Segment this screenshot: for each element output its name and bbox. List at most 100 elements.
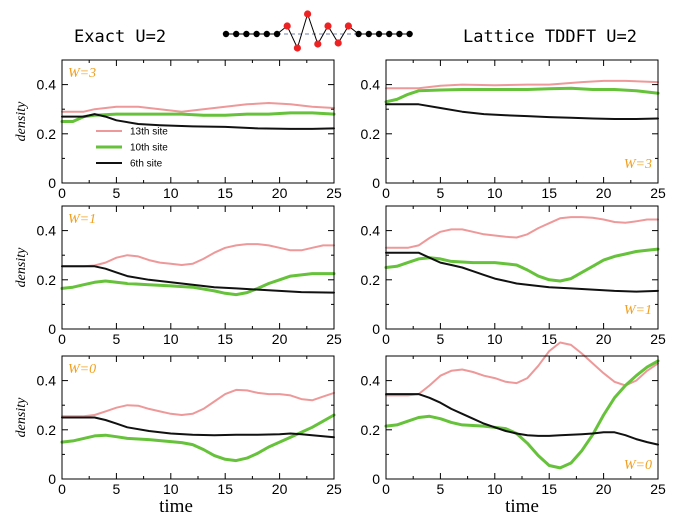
chain-site-black — [386, 30, 393, 38]
y-tick-label: 0.4 — [361, 373, 381, 389]
x-tick-label: 25 — [326, 185, 342, 201]
chain-site-red — [344, 22, 352, 30]
y-tick-label: 0.2 — [37, 422, 57, 438]
series-line-13th-tddft-W0 — [385, 341, 659, 397]
panel-tddft-W1: 0 5 10 15 20 25 0 0.2 0.4 W=1 — [361, 205, 666, 347]
panel-tag: W=1 — [68, 212, 96, 227]
x-tick-label: 5 — [113, 481, 121, 497]
x-tick-label: 25 — [326, 331, 342, 347]
x-tick-label: 5 — [113, 331, 121, 347]
x-tick-label: 15 — [541, 481, 557, 497]
series-line-6th-tddft-W3 — [385, 103, 659, 120]
series-line-6th-exact-W3 — [61, 113, 335, 130]
chain-site-black — [355, 30, 362, 38]
x-tick-label: 25 — [326, 481, 342, 497]
panel-tddft-W3: 0 5 10 15 20 25 0 0.2 0.4 W=3 — [361, 59, 666, 201]
panel-tag: W=0 — [68, 362, 96, 377]
y-tick-label: 0.2 — [361, 126, 381, 142]
chain-site-black — [253, 30, 260, 38]
chain-site-black — [243, 30, 250, 38]
x-tick-label: 20 — [596, 185, 612, 201]
legend: 13th site 10th site 6th site — [96, 127, 168, 170]
x-axis-label-left: time — [159, 496, 193, 517]
x-tick-label: 10 — [163, 331, 179, 347]
chain-site-black — [375, 30, 383, 38]
y-axis-label: density — [14, 247, 29, 287]
chain-site-black — [365, 30, 372, 38]
y-tick-label: 0.2 — [37, 272, 57, 288]
y-tick-label: 0.4 — [361, 77, 381, 93]
legend-label-13th: 13th site — [130, 127, 168, 138]
chain-site-black — [233, 30, 240, 38]
y-tick-label: 0.2 — [37, 126, 57, 142]
series-line-13th-exact-W3 — [61, 102, 335, 113]
y-tick-label: 0 — [48, 175, 56, 191]
series-line-13th-tddft-W3 — [385, 79, 659, 90]
right-title: Lattice TDDFT U=2 — [463, 27, 637, 47]
panel-exact-W0: 0 5 10 15 20 25 0 0.2 0.4 W=0 density — [14, 355, 342, 497]
x-tick-label: 25 — [650, 185, 666, 201]
panel-tag: W=3 — [624, 157, 652, 172]
panel-exact-W3: 0 5 10 15 20 25 0 0.2 0.4 W=3 density — [14, 59, 342, 201]
y-tick-label: 0 — [48, 321, 56, 337]
y-tick-label: 0.4 — [37, 223, 57, 239]
chain-site-red — [334, 39, 342, 47]
chain-site-red — [283, 22, 291, 30]
x-tick-label: 25 — [650, 481, 666, 497]
chain-icon — [222, 10, 413, 52]
x-tick-label: 20 — [596, 331, 612, 347]
x-tick-label: 15 — [217, 331, 233, 347]
x-tick-label: 25 — [650, 331, 666, 347]
x-tick-label: 5 — [437, 185, 445, 201]
x-tick-label: 0 — [58, 331, 66, 347]
y-tick-label: 0 — [372, 471, 380, 487]
x-axis-label-right: time — [505, 496, 539, 517]
series-line-10th-exact-W0 — [60, 413, 336, 463]
plot-frame — [61, 355, 335, 480]
y-tick-label: 0.4 — [361, 223, 381, 239]
x-tick-label: 0 — [58, 481, 66, 497]
x-tick-label: 20 — [596, 481, 612, 497]
y-tick-label: 0 — [48, 471, 56, 487]
chain-site-black — [263, 30, 270, 38]
y-tick-label: 0.2 — [361, 272, 381, 288]
x-tick-label: 20 — [272, 331, 288, 347]
chain-site-red — [293, 44, 301, 52]
x-tick-label: 15 — [217, 185, 233, 201]
x-tick-label: 20 — [272, 185, 288, 201]
panel-tag: W=3 — [68, 66, 96, 81]
y-axis-label: density — [14, 101, 29, 141]
x-tick-label: 15 — [541, 331, 557, 347]
x-tick-label: 10 — [163, 185, 179, 201]
x-tick-label: 0 — [382, 185, 390, 201]
panel-tag: W=0 — [624, 458, 652, 473]
x-tick-label: 5 — [113, 185, 121, 201]
x-tick-label: 15 — [217, 481, 233, 497]
series-line-10th-tddft-W3 — [384, 86, 660, 104]
x-tick-label: 15 — [541, 185, 557, 201]
series-line-13th-exact-W1 — [61, 243, 335, 268]
x-tick-label: 5 — [437, 331, 445, 347]
chain-site-red — [324, 22, 332, 30]
panels: 0 5 10 15 20 25 0 0.2 0.4 W=3 density 0 5 10 15 20 25 0 0.… — [14, 59, 666, 497]
series-line-6th-exact-W1 — [61, 265, 335, 294]
x-tick-label: 0 — [382, 481, 390, 497]
plot-frame — [385, 59, 659, 184]
panel-tddft-W0: 0 5 10 15 20 25 0 0.2 0.4 W=0 — [361, 341, 666, 497]
series-line-10th-tddft-W1 — [384, 247, 660, 283]
x-tick-label: 10 — [487, 481, 503, 497]
series-line-13th-tddft-W1 — [385, 216, 659, 249]
x-tick-label: 0 — [382, 331, 390, 347]
y-tick-label: 0.4 — [37, 373, 57, 389]
x-tick-label: 0 — [58, 185, 66, 201]
chain-site-red — [304, 10, 312, 18]
x-tick-label: 5 — [437, 481, 445, 497]
y-tick-label: 0 — [372, 175, 380, 191]
series-line-13th-exact-W0 — [61, 388, 335, 418]
x-tick-label: 10 — [487, 331, 503, 347]
series-line-10th-exact-W3 — [60, 111, 336, 123]
chain-site-black — [273, 30, 281, 38]
series-line-6th-exact-W0 — [61, 416, 335, 439]
series-line-10th-tddft-W0 — [384, 359, 660, 470]
